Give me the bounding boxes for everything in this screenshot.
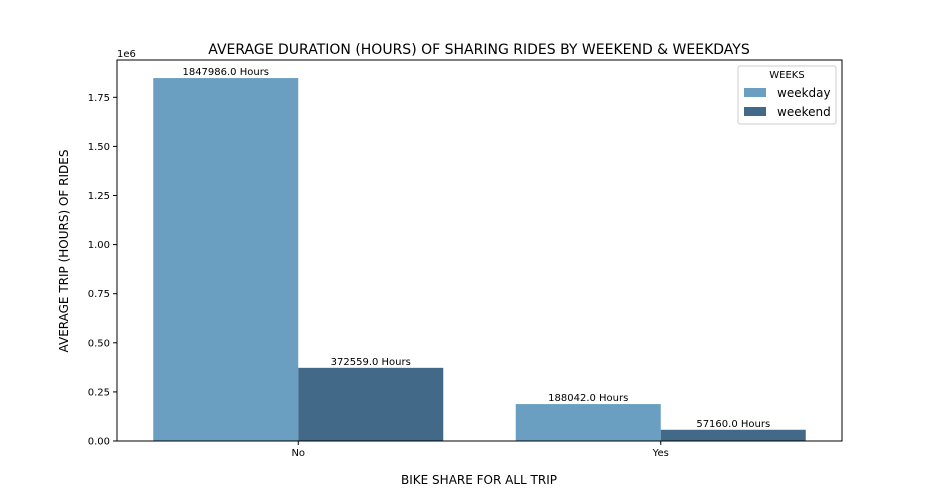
x-tick-label: No [291,448,305,459]
y-tick-label: 1.25 [88,191,110,202]
y-axis-label: AVERAGE TRIP (HOURS) OF RIDES [57,150,71,353]
legend-label-weekday: weekday [777,86,831,100]
y-tick-label: 1.00 [88,240,110,251]
chart-title: AVERAGE DURATION (HOURS) OF SHARING RIDE… [208,42,750,58]
legend-swatch-weekend [744,107,766,116]
bar-label-weekend-yes: 57160.0 Hours [696,419,770,430]
bar-weekday-yes [515,404,661,441]
bar-weekend-yes [660,429,806,441]
y-tick-label: 1.50 [88,142,110,153]
y-tick-label: 0.75 [88,289,110,300]
bar-weekend-no [298,367,444,441]
y-offset-text: 1e6 [117,49,136,60]
bar-label-weekday-yes: 188042.0 Hours [548,393,628,404]
legend-label-weekend: weekend [777,105,831,119]
legend-swatch-weekday [744,88,766,97]
x-tick-label: Yes [652,448,669,459]
bars-group: 1847986.0 Hours 372559.0 Hours 188042.0 Ho… [153,67,806,441]
x-axis: No Yes [291,441,669,459]
y-axis: 0.00 0.25 0.50 0.75 1.00 1.25 1.50 1.75 [88,93,117,448]
legend: WEEKS weekday weekend [737,65,837,125]
y-tick-label: 1.75 [88,93,110,104]
legend-title: WEEKS [769,70,804,81]
y-tick-label: 0.25 [88,387,110,398]
plot-frame [116,59,843,442]
x-axis-label: BIKE SHARE FOR ALL TRIP [401,473,557,487]
y-tick-label: 0.00 [88,437,110,448]
bar-weekday-no [153,78,299,441]
bar-label-weekday-no: 1847986.0 Hours [182,67,269,78]
bar-label-weekend-no: 372559.0 Hours [331,357,411,368]
y-tick-label: 0.50 [88,338,110,349]
